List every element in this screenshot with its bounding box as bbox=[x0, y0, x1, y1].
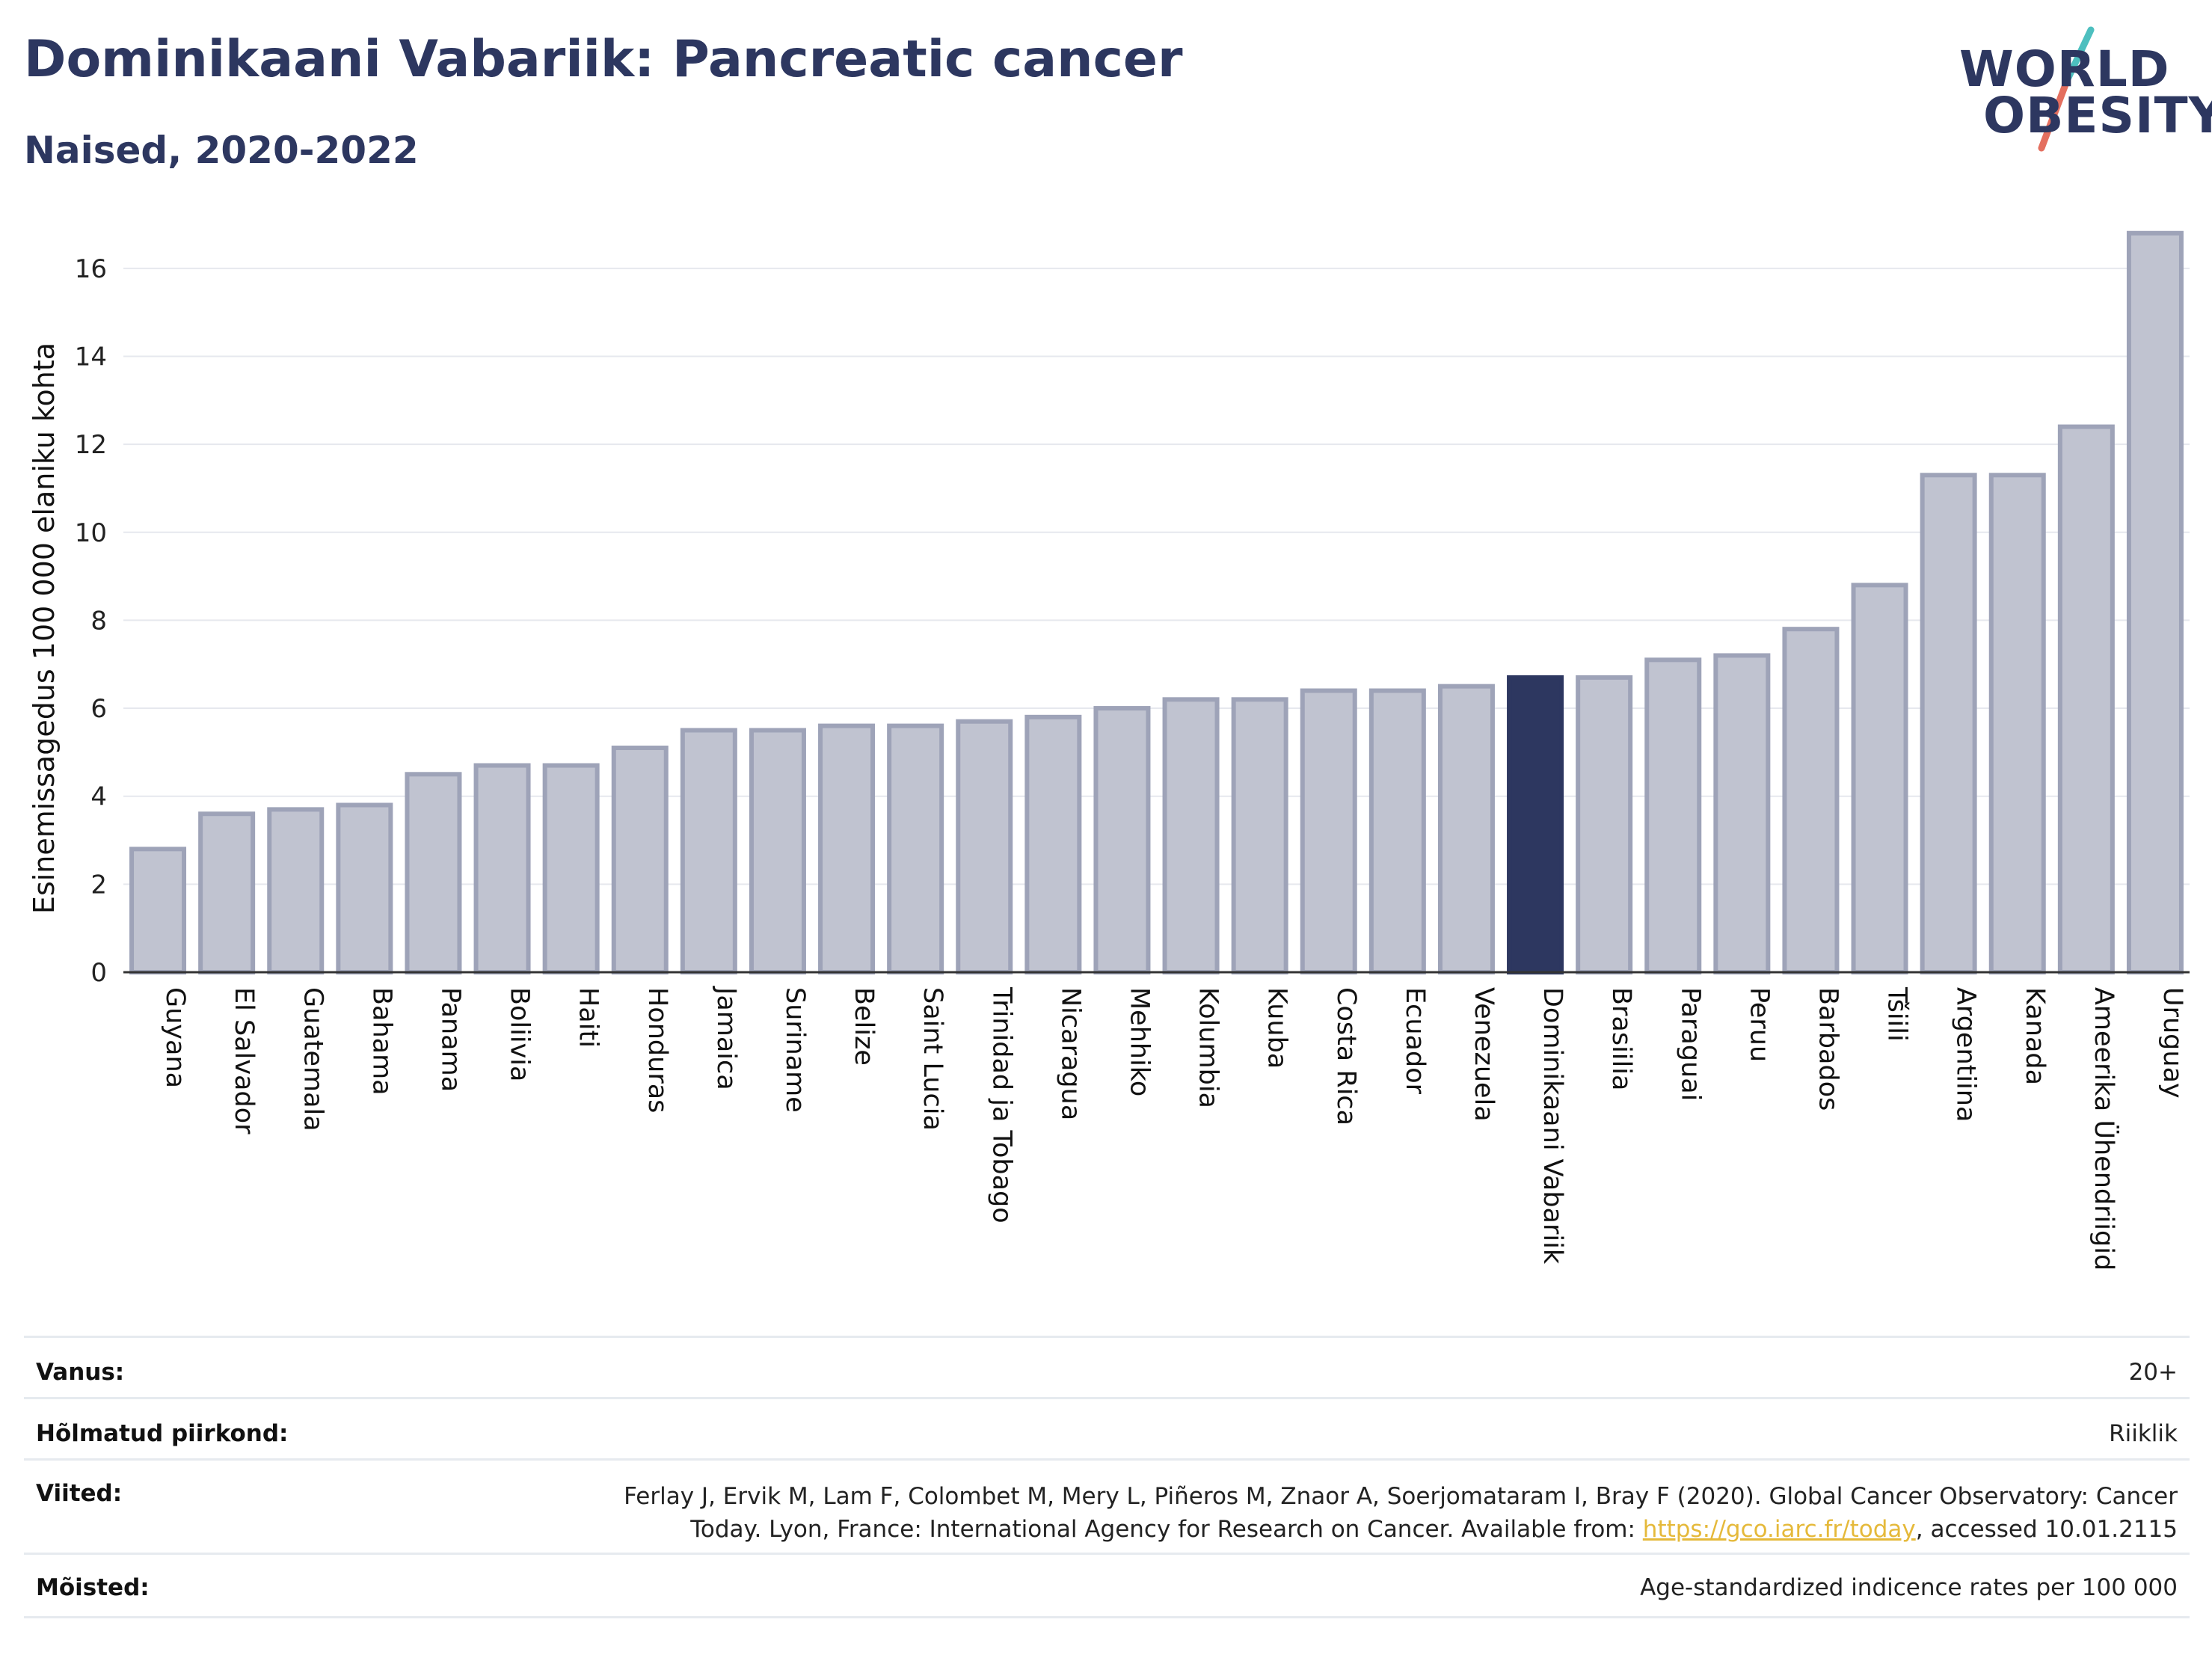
info-row-references: Viited: Ferlay J, Ervik M, Lam F, Colomb… bbox=[24, 1458, 2190, 1555]
x-tick-label: Brasiilia bbox=[1606, 987, 1636, 1090]
x-tick-label: Haiti bbox=[574, 987, 603, 1048]
bar bbox=[611, 746, 669, 974]
bar bbox=[1437, 684, 1495, 974]
definitions-value: Age-standardized indicence rates per 100… bbox=[1640, 1574, 2178, 1601]
bar bbox=[1300, 688, 1357, 974]
page-title: Dominikaani Vabariik: Pancreatic cancer bbox=[24, 30, 1183, 89]
x-tick-label: Ameerika Ühendriigid bbox=[2089, 987, 2120, 1271]
x-tick-label: Kuuba bbox=[1262, 987, 1292, 1069]
x-tick-label: Kolumbia bbox=[1193, 987, 1223, 1108]
bar bbox=[1231, 697, 1288, 974]
bar bbox=[1713, 653, 1771, 974]
x-tick-label: Costa Rica bbox=[1331, 987, 1361, 1126]
y-tick-label: 0 bbox=[90, 958, 107, 988]
bar bbox=[1644, 657, 1702, 975]
x-tick-label: Saint Lucia bbox=[918, 987, 947, 1131]
y-tick-label: 12 bbox=[75, 430, 107, 460]
page-subtitle: Naised, 2020-2022 bbox=[24, 129, 419, 172]
x-tick-label: Barbados bbox=[1813, 987, 1843, 1111]
bar bbox=[818, 723, 876, 975]
coverage-label: Hõlmatud piirkond: bbox=[36, 1420, 289, 1447]
x-tick-label: El Salvador bbox=[229, 987, 259, 1134]
x-tick-label: Dominikaani Vabariik bbox=[1537, 987, 1567, 1265]
bar bbox=[542, 763, 600, 974]
x-tick-label: Mehhiko bbox=[1124, 987, 1154, 1096]
bar-chart: 0 2 4 6 8 10 12 14 16 Guyana El Salvador Guatemala… bbox=[28, 230, 2190, 1271]
x-tick-label: Nicaragua bbox=[1055, 987, 1085, 1120]
bar bbox=[749, 728, 806, 974]
y-tick-label: 6 bbox=[90, 694, 107, 724]
bar bbox=[680, 728, 737, 974]
y-axis-ticks: 0 2 4 6 8 10 12 14 16 bbox=[75, 254, 107, 988]
info-row-age: Vanus: 20+ bbox=[24, 1336, 2190, 1399]
logo-line2: OBESITY bbox=[1983, 87, 2212, 144]
bar bbox=[887, 723, 944, 975]
bar bbox=[2126, 230, 2184, 974]
bar bbox=[1851, 583, 1908, 974]
bar bbox=[956, 719, 1013, 974]
x-tick-label: Peruu bbox=[1744, 987, 1774, 1062]
y-axis-label: Esinemissagedus 100 000 elaniku kohta bbox=[28, 343, 61, 914]
bar bbox=[405, 772, 462, 974]
x-axis-ticks: Guyana El Salvador Guatemala Bahama Panama Bo… bbox=[160, 986, 2187, 1271]
references-link[interactable]: https://gco.iarc.fr/today bbox=[1642, 1516, 1916, 1543]
bar bbox=[2057, 424, 2115, 974]
y-tick-label: 10 bbox=[75, 518, 107, 548]
x-tick-label: Honduras bbox=[642, 987, 672, 1113]
age-label: Vanus: bbox=[36, 1359, 125, 1386]
y-tick-label: 8 bbox=[90, 606, 107, 636]
x-tick-label: Suriname bbox=[780, 987, 810, 1113]
references-line2-text: Today. Lyon, France: International Agenc… bbox=[690, 1516, 1643, 1543]
x-tick-label: Bahama bbox=[366, 987, 396, 1096]
x-tick-label: Kanada bbox=[2020, 987, 2050, 1085]
bar bbox=[1782, 627, 1840, 974]
info-row-definitions: Mõisted: Age-standardized indicence rate… bbox=[24, 1553, 2190, 1618]
x-tick-label: Belize bbox=[849, 987, 879, 1066]
bar bbox=[1920, 473, 1977, 974]
bar bbox=[267, 807, 325, 975]
bar bbox=[336, 802, 393, 974]
chart-bars bbox=[129, 230, 2184, 975]
bar bbox=[1988, 473, 2046, 974]
bar bbox=[129, 847, 187, 975]
references-line1: Ferlay J, Ervik M, Lam F, Colombet M, Me… bbox=[624, 1483, 2178, 1510]
x-tick-label: Panama bbox=[435, 987, 465, 1092]
logo-slash-icon bbox=[2038, 26, 2095, 152]
y-tick-label: 4 bbox=[90, 782, 107, 812]
bar bbox=[1093, 706, 1151, 974]
x-tick-label: Argentiina bbox=[1951, 987, 1981, 1122]
y-tick-label: 2 bbox=[90, 870, 107, 900]
bar bbox=[1162, 697, 1220, 974]
bar bbox=[473, 763, 531, 974]
age-value: 20+ bbox=[2128, 1359, 2178, 1386]
bar bbox=[1368, 688, 1426, 974]
x-tick-label: Boliivia bbox=[505, 987, 535, 1081]
coverage-value: Riiklik bbox=[2109, 1420, 2178, 1447]
references-label: Viited: bbox=[36, 1480, 123, 1507]
logo-line1: WORLD bbox=[1959, 40, 2170, 98]
x-tick-label: Ecuador bbox=[1400, 987, 1430, 1095]
x-tick-label: Tšiili bbox=[1882, 986, 1912, 1042]
bar bbox=[1576, 675, 1633, 974]
references-accessed: , accessed 10.01.2115 bbox=[1915, 1516, 2178, 1543]
world-obesity-logo: WORLD OBESITY bbox=[1944, 22, 2212, 157]
references-line2: Today. Lyon, France: International Agenc… bbox=[624, 1513, 2178, 1546]
y-tick-label: 14 bbox=[75, 342, 107, 372]
info-row-coverage: Hõlmatud piirkond: Riiklik bbox=[24, 1397, 2190, 1461]
x-tick-label: Jamaica bbox=[711, 986, 741, 1090]
y-tick-label: 16 bbox=[75, 254, 107, 284]
x-tick-label: Guatemala bbox=[298, 987, 328, 1132]
bar bbox=[198, 811, 256, 974]
x-tick-label: Paraguai bbox=[1675, 987, 1705, 1101]
references-value: Ferlay J, Ervik M, Lam F, Colombet M, Me… bbox=[624, 1480, 2178, 1546]
definitions-label: Mõisted: bbox=[36, 1574, 150, 1601]
x-tick-label: Guyana bbox=[160, 987, 190, 1088]
bar-highlight bbox=[1507, 675, 1564, 974]
x-tick-label: Trinidad ja Tobago bbox=[986, 986, 1016, 1223]
x-tick-label: Uruguay bbox=[2157, 987, 2187, 1099]
x-tick-label: Venezuela bbox=[1469, 987, 1499, 1122]
bar bbox=[1024, 714, 1082, 975]
